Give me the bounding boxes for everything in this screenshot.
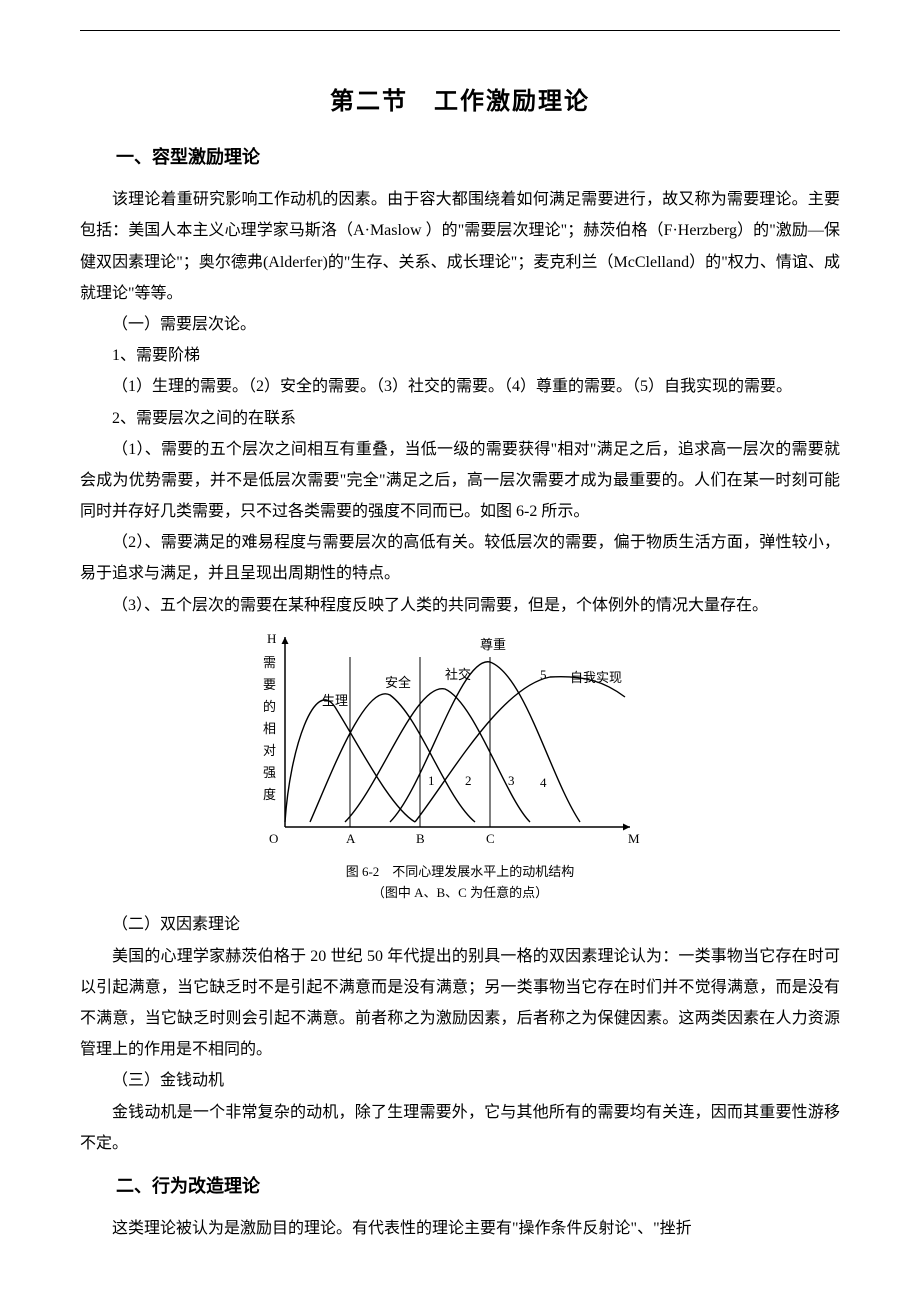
svg-text:O: O	[269, 831, 278, 846]
svg-text:3: 3	[508, 773, 515, 788]
figure-svg: H需要的相对强度 O M A B C 生理 安全 社交尊重自我实现 1 2 3 4 5	[250, 627, 670, 857]
figure-caption-line2: （图中 A、B、C 为任意的点）	[250, 883, 670, 904]
svg-text:5: 5	[540, 667, 547, 682]
svg-text:安全: 安全	[385, 675, 411, 690]
item2-p1: （1）、需要的五个层次之间相互有重叠，当低一级的需要获得"相对"满足之后，追求高…	[80, 434, 840, 528]
heading-behavior-theory: 二、行为改造理论	[80, 1169, 840, 1203]
svg-text:尊重: 尊重	[480, 637, 506, 652]
item2-p2: （2）、需要满足的难易程度与需要层次的高低有关。较低层次的需要，偏于物质生活方面…	[80, 527, 840, 589]
svg-text:1: 1	[428, 773, 435, 788]
svg-text:强: 强	[263, 765, 276, 780]
money-motive-body: 金钱动机是一个非常复杂的动机，除了生理需要外，它与其他所有的需要均有关连，因而其…	[80, 1097, 840, 1159]
item2-p3: （3）、五个层次的需要在某种程度反映了人类的共同需要，但是，个体例外的情况大量存…	[80, 590, 840, 621]
item2-heading: 2、需要层次之间的在联系	[80, 403, 840, 434]
svg-text:社交: 社交	[445, 667, 471, 682]
svg-text:的: 的	[263, 699, 276, 714]
intro-paragraph: 该理论着重研究影响工作动机的因素。由于容大都围绕着如何满足需要进行，故又称为需要…	[80, 184, 840, 309]
header-rule	[80, 30, 840, 31]
svg-text:4: 4	[540, 775, 547, 790]
heading-content-theory: 一、容型激励理论	[80, 140, 840, 174]
document-page: 第二节 工作激励理论 一、容型激励理论 该理论着重研究影响工作动机的因素。由于容…	[80, 0, 840, 1244]
figure-caption-line1: 图 6-2 不同心理发展水平上的动机结构	[250, 862, 670, 883]
svg-text:需: 需	[263, 655, 276, 670]
two-factor-body: 美国的心理学家赫茨伯格于 20 世纪 50 年代提出的别具一格的双因素理论认为：…	[80, 941, 840, 1066]
svg-text:H: H	[267, 631, 276, 646]
svg-text:度: 度	[263, 787, 276, 802]
svg-text:相: 相	[263, 721, 276, 736]
figure-inner: H需要的相对强度 O M A B C 生理 安全 社交尊重自我实现 1 2 3 4 5 图 6-2 不同心…	[250, 627, 670, 904]
svg-text:对: 对	[263, 743, 276, 758]
sub-heading-two-factor: （二）双因素理论	[80, 909, 840, 940]
item1-heading: 1、需要阶梯	[80, 340, 840, 371]
svg-text:B: B	[416, 831, 425, 846]
svg-text:A: A	[346, 831, 356, 846]
sub-heading-money-motive: （三）金钱动机	[80, 1065, 840, 1096]
svg-text:要: 要	[263, 677, 276, 692]
svg-text:C: C	[486, 831, 495, 846]
svg-text:2: 2	[465, 773, 472, 788]
behavior-theory-body: 这类理论被认为是激励目的理论。有代表性的理论主要有"操作条件反射论"、"挫折	[80, 1213, 840, 1244]
svg-text:M: M	[628, 831, 640, 846]
svg-text:生理: 生理	[322, 693, 348, 708]
figure-6-2: H需要的相对强度 O M A B C 生理 安全 社交尊重自我实现 1 2 3 4 5 图 6-2 不同心…	[80, 627, 840, 904]
section-title: 第二节 工作激励理论	[80, 81, 840, 116]
sub-heading-hierarchy: （一）需要层次论。	[80, 309, 840, 340]
svg-text:自我实现: 自我实现	[570, 670, 622, 685]
item1-body: （1）生理的需要。（2）安全的需要。（3）社交的需要。（4）尊重的需要。（5）自…	[80, 371, 840, 402]
